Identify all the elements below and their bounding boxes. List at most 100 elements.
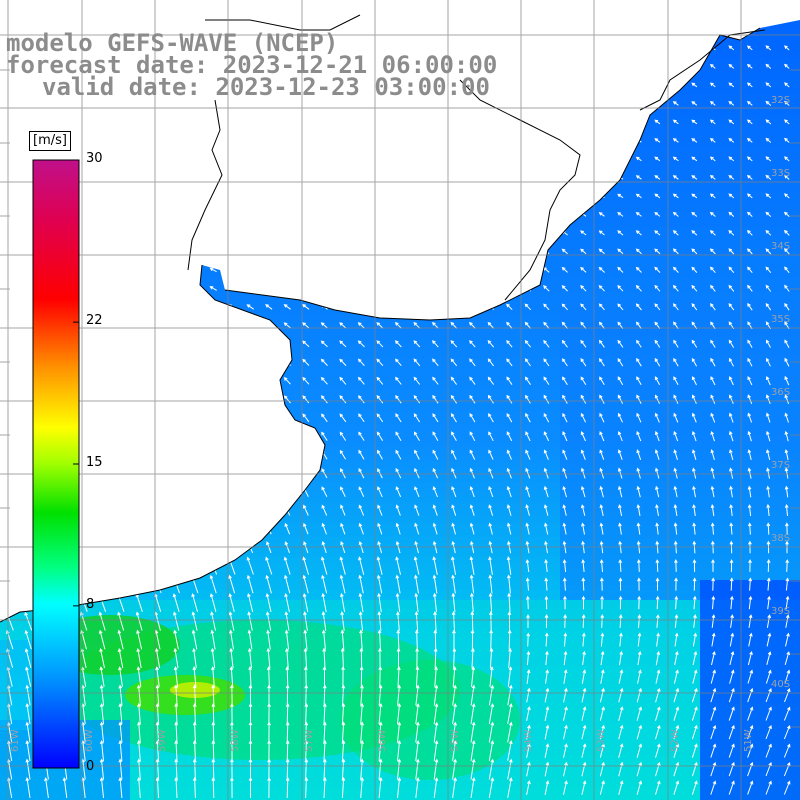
wind-arrow xyxy=(285,776,290,799)
wind-arrow xyxy=(635,45,642,51)
wind-arrow xyxy=(673,394,679,404)
wind-arrow xyxy=(98,286,107,291)
wind-arrow xyxy=(228,175,235,180)
wind-arrow xyxy=(432,413,439,423)
wind-arrow xyxy=(636,485,641,498)
wind-arrow xyxy=(600,669,605,684)
wind-arrow xyxy=(321,431,328,441)
wind-arrow xyxy=(655,743,661,758)
wind-arrow xyxy=(117,504,125,516)
wind-arrow xyxy=(691,761,698,777)
wind-arrow xyxy=(729,669,735,684)
wind-arrow xyxy=(394,138,402,143)
wind-arrow xyxy=(765,193,772,199)
wind-arrow xyxy=(544,724,550,740)
wind-arrow xyxy=(394,303,402,310)
wind-arrow xyxy=(488,703,495,724)
wind-arrow xyxy=(320,212,328,217)
wind-arrow xyxy=(246,322,254,329)
wind-arrow xyxy=(784,651,790,666)
wind-arrow xyxy=(581,687,587,703)
wind-arrow xyxy=(192,776,197,799)
wind-arrow xyxy=(357,212,365,217)
wind-arrow xyxy=(320,340,328,348)
wind-arrow xyxy=(617,119,624,125)
wind-arrow xyxy=(339,138,346,143)
wind-arrow xyxy=(729,595,734,610)
wind-arrow xyxy=(357,101,365,106)
longitude-label: 53W xyxy=(596,729,607,752)
wind-arrow xyxy=(415,758,420,780)
wind-arrow xyxy=(116,286,125,291)
wind-arrow xyxy=(468,120,476,124)
wind-arrow xyxy=(691,687,698,703)
wind-arrow xyxy=(284,522,291,535)
wind-arrow xyxy=(283,267,291,273)
wind-arrow xyxy=(211,666,215,687)
wind-arrow xyxy=(341,776,346,799)
wind-arrow xyxy=(618,706,624,721)
wind-arrow xyxy=(468,248,476,254)
wind-arrow xyxy=(209,120,217,124)
wind-arrow xyxy=(304,739,309,762)
wind-arrow xyxy=(617,82,624,88)
wind-arrow xyxy=(247,486,254,497)
wind-arrow xyxy=(655,595,660,610)
wind-arrow xyxy=(561,45,568,51)
wind-arrow xyxy=(468,175,476,180)
wind-arrow xyxy=(599,577,604,591)
wind-arrow xyxy=(99,684,105,706)
wind-arrow xyxy=(451,574,456,594)
wind-arrow xyxy=(228,450,236,460)
wind-arrow xyxy=(395,504,401,516)
wind-arrow xyxy=(672,175,679,180)
wind-arrow xyxy=(24,83,32,87)
wind-arrow xyxy=(99,523,106,535)
wind-arrow xyxy=(397,721,402,743)
wind-arrow xyxy=(154,486,162,497)
wind-arrow xyxy=(24,267,32,272)
wind-arrow xyxy=(524,101,531,106)
wind-arrow xyxy=(155,739,160,762)
wind-arrow xyxy=(376,175,383,180)
wind-arrow xyxy=(655,485,660,498)
wind-arrow xyxy=(637,577,641,591)
wind-arrow xyxy=(153,286,162,291)
wind-arrow xyxy=(228,593,235,613)
wind-arrow xyxy=(543,193,550,199)
wind-arrow xyxy=(378,684,383,706)
wind-arrow xyxy=(394,321,402,329)
wind-arrow xyxy=(210,522,217,535)
wind-arrow xyxy=(636,376,642,386)
wind-arrow xyxy=(728,303,735,311)
wind-arrow xyxy=(672,82,679,88)
wind-arrow xyxy=(135,341,144,347)
wind-arrow xyxy=(154,648,161,669)
wind-arrow xyxy=(692,522,697,535)
wind-arrow xyxy=(544,577,549,591)
wind-arrow xyxy=(153,395,162,404)
wind-arrow xyxy=(543,82,550,88)
wind-arrow xyxy=(637,650,642,666)
wind-arrow xyxy=(524,230,531,236)
wind-arrow xyxy=(192,739,197,762)
wind-arrow xyxy=(544,706,550,721)
wind-arrow xyxy=(191,194,199,198)
wind-arrow xyxy=(173,523,180,535)
wind-arrow xyxy=(394,120,402,124)
wind-arrow xyxy=(525,577,530,591)
wind-arrow xyxy=(728,357,734,367)
wind-arrow xyxy=(246,377,254,385)
wind-arrow xyxy=(320,194,328,198)
wind-arrow xyxy=(543,303,550,311)
wind-arrow xyxy=(561,138,568,143)
wind-arrow xyxy=(561,266,568,273)
wind-arrow xyxy=(248,702,253,724)
colorbar-tick-label: 0 xyxy=(86,759,95,774)
wind-arrow xyxy=(266,486,272,497)
wind-arrow xyxy=(617,230,624,236)
wind-arrow xyxy=(248,666,252,687)
wind-arrow xyxy=(711,559,715,572)
wind-arrow xyxy=(137,702,141,725)
